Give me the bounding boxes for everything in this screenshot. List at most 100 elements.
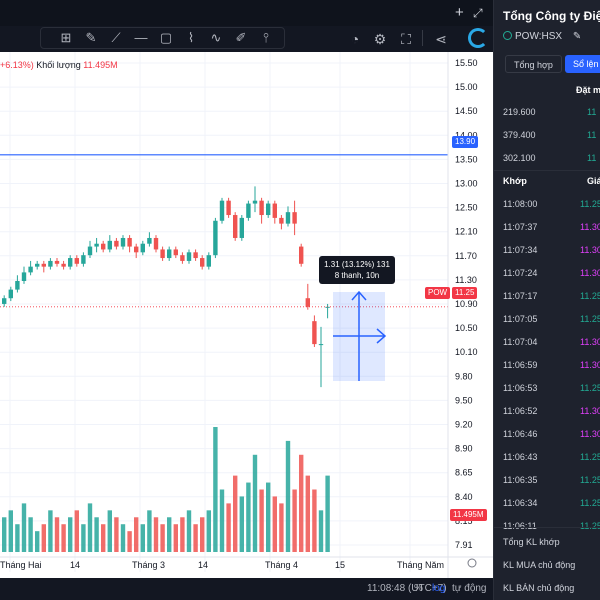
volume-bar [35,531,40,552]
trade-price: 11.25 [580,498,600,508]
candle-body [226,200,231,216]
trade-price: 11.25 [580,291,600,301]
crosshair-icon[interactable]: ⊞ [60,30,72,45]
volume-bar [299,454,304,552]
footer-row: Tổng KL khớp [494,531,600,554]
order-row: 379.400 11 [494,124,600,147]
volume-bar [213,427,218,552]
volume-bar [81,524,86,552]
trade-price: 11.25 [580,383,600,393]
y-tick-label: 11.30 [455,275,477,285]
trade-time: 11:06:53 [503,383,538,393]
candle-body [61,263,66,267]
volume-bar [239,496,244,552]
candle-body [2,298,7,304]
auto-toggle[interactable]: tự động [452,583,487,594]
volume-bar [114,517,119,552]
volume-bar [68,517,73,552]
trade-time: 11:06:46 [503,429,538,439]
y-tick-label: 9.80 [455,371,473,381]
symbol-label[interactable]: POW:HSX ✎ [503,31,581,42]
edit-icon[interactable]: ✎ [572,31,582,42]
refresh-icon[interactable] [468,28,488,48]
indicator-icon[interactable]: ◔ [350,31,360,47]
chart-svg: 15.50 15.00 14.50 14.00 13.50 13.00 12.50 12.10… [0,52,493,600]
candle-body [94,243,99,247]
share-icon[interactable]: ⋖ [435,31,447,47]
candle-body [186,252,192,261]
volume-bar [219,489,225,552]
trade-row: 11:07:17 11.25 [494,285,600,308]
order-volume: 219.600 [503,107,536,117]
volume-bar [54,517,60,552]
candle-body [279,217,284,224]
volume-bar [259,489,264,552]
trade-row: 11:06:59 11.30 [494,354,600,377]
y-tick-label: 8.65 [455,468,473,478]
volume-bar [272,496,277,552]
candle-body [325,306,330,308]
x-axis: Tháng Hai 14 Tháng 3 14 Tháng 4 15 Tháng Năm [0,556,493,570]
volume-bar [200,517,205,552]
volume-bar [246,482,251,552]
candle-body [153,237,159,250]
x-tick-label: Tháng Hai [0,560,42,570]
volume-bar [173,524,178,552]
pen-icon[interactable]: ✎ [85,30,97,45]
volume-bar [233,475,238,552]
y-tick-label: 9.50 [455,395,473,405]
candle-body [312,321,317,345]
path-icon[interactable]: ⌇ [187,30,195,45]
y-tick-label: 14.00 [455,130,478,140]
rectangle-icon[interactable]: ▢ [159,30,173,45]
toolbar-divider [422,30,423,46]
candle-body [15,281,20,290]
order-price: 11 [587,130,597,140]
volume-bar [252,454,258,552]
volume-bar [279,503,284,552]
volume-bar [134,517,139,552]
y-tick-label: 9.20 [455,420,473,430]
footer-row: KL BÁN chủ động [494,577,600,600]
y-axis: 15.50 15.00 14.50 14.00 13.50 13.00 12.50 12.10… [447,52,478,600]
candle-body [74,258,79,264]
vertical-line-icon[interactable]: ⫯ [263,30,269,45]
order-volume: 379.400 [503,130,536,140]
expand-icon[interactable]: ⤢ [473,6,483,20]
trade-time: 11:06:43 [503,452,538,462]
tab-summary[interactable]: Tổng hợp [505,55,562,73]
volume-bar [312,489,317,552]
candle-body [233,215,238,238]
volume-bar [292,489,297,552]
trade-row: 11:07:37 11.30 [494,216,600,239]
candle-body [140,243,145,253]
trade-row: 11:06:11 11.25 [494,515,600,538]
horizontal-line-icon[interactable]: — [134,30,148,45]
volume-bar [266,482,271,552]
chart-canvas[interactable]: 15.50 15.00 14.50 14.00 13.50 13.00 12.50 12.10… [0,52,493,600]
log-toggle[interactable]: log [432,583,446,594]
symbol-text: POW:HSX [515,31,563,42]
polyline-icon[interactable]: ∿ [210,30,222,45]
fullscreen-icon[interactable]: ⛶ [401,31,411,47]
order-volume: 302.100 [503,153,536,163]
percent-toggle[interactable]: % [414,583,423,594]
legend-volume-label: Khối lượng [36,60,81,70]
brush-icon[interactable]: ✐ [235,30,247,45]
x-tick-label: Tháng Năm [397,560,444,570]
trade-price: 11.25 [580,199,600,209]
trades-header-price: Giá [587,176,600,186]
candle-body [8,289,13,299]
footer-label: Tổng KL khớp [503,537,560,547]
plus-icon[interactable]: + [455,4,464,21]
candle-body [28,266,33,273]
tab-orderbook[interactable]: Sổ lện [565,55,600,73]
candle-body [48,260,53,267]
volume-bar [186,510,192,552]
trade-time: 11:06:35 [503,475,538,485]
candle-body [68,258,73,267]
gear-icon[interactable]: ⚙ [373,31,387,47]
ray-icon[interactable]: ⟋ [111,30,121,45]
volume-bar [140,524,145,552]
status-dot-icon [503,31,512,40]
